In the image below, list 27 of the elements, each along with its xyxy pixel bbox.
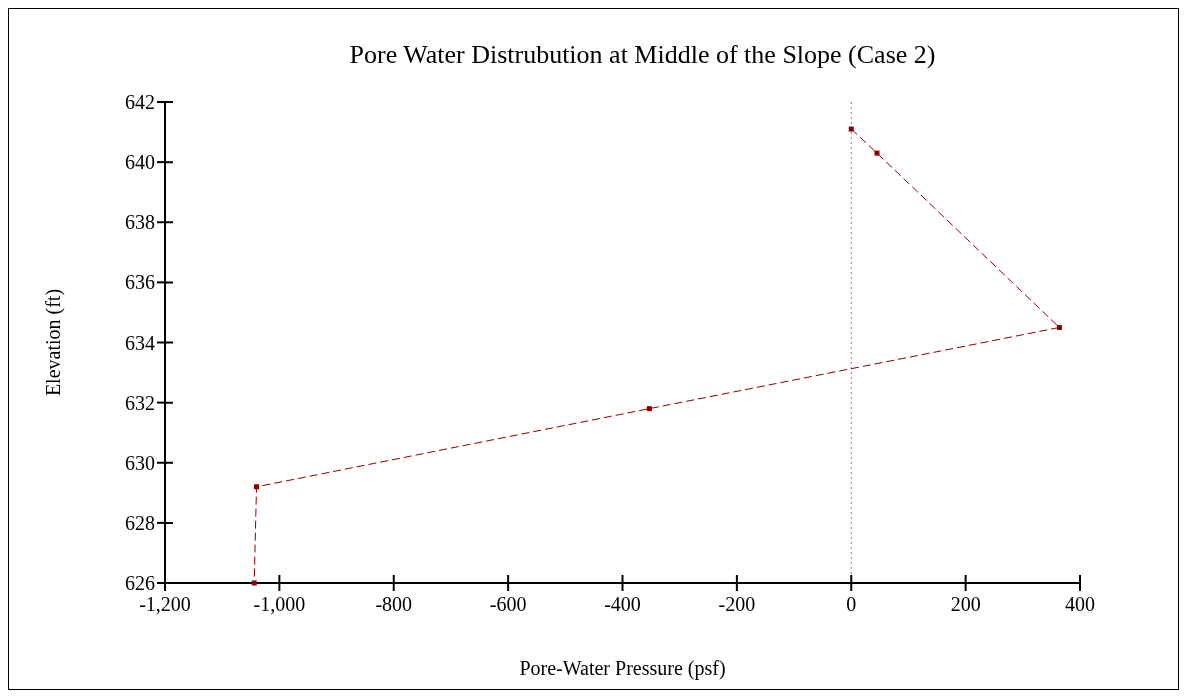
y-tick-label: 640 — [125, 151, 155, 174]
y-tick-label: 642 — [125, 91, 155, 113]
x-tick-label: -1,200 — [139, 593, 191, 615]
y-tick-label: 638 — [125, 211, 155, 234]
x-tick-label: -1,000 — [253, 593, 306, 615]
point — [848, 126, 854, 132]
chart-title: Pore Water Distrubution at Middle of the Slope (Case 2) — [349, 40, 936, 69]
point — [251, 580, 257, 586]
y-tick-label: 628 — [125, 511, 155, 534]
point — [1056, 324, 1062, 330]
x-tick-label: 0 — [846, 593, 857, 615]
x-tick-label: -200 — [718, 593, 756, 615]
point — [646, 406, 652, 412]
point — [874, 150, 880, 156]
point — [254, 484, 259, 490]
y-tick-label: 630 — [125, 451, 155, 474]
x-tick-label: -600 — [489, 593, 527, 615]
x-tick-label: -800 — [375, 593, 413, 615]
y-tick-label: 626 — [125, 572, 155, 594]
x-tick-label: 200 — [950, 593, 981, 615]
x-tick-label: -400 — [604, 593, 641, 615]
y-tick-label: 636 — [125, 271, 155, 294]
x-axis-title: Pore-Water Pressure (psf) — [519, 657, 726, 680]
y-tick-label: 632 — [125, 391, 155, 414]
x-tick-label: 400 — [1065, 593, 1095, 615]
y-axis-title: Elevation (ft) — [42, 288, 65, 397]
y-tick-label: 634 — [125, 331, 155, 354]
